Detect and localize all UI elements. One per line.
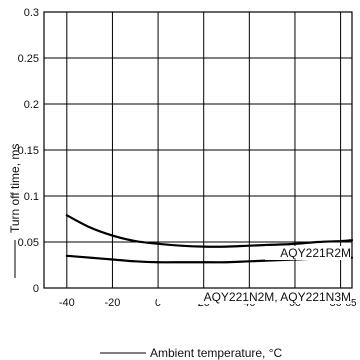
ylabel: Turn off time, ms: [8, 144, 22, 233]
series-label-background: [265, 246, 351, 260]
y-tick-label: 0.3: [24, 7, 39, 19]
x-tick-label: -40: [59, 297, 75, 309]
y-tick-label: 0.05: [18, 237, 39, 249]
grid-lines: [44, 12, 352, 288]
y-tick-label: 0.15: [18, 145, 39, 157]
x-tick-label: 85: [345, 298, 357, 309]
series-label-background: [157, 290, 351, 304]
series-labels: AQY221R2M AQY221N2M, AQY221N3M: [157, 246, 351, 304]
series-label-aqy221r2m: AQY221R2M: [280, 246, 351, 260]
series-line-aqy221r2m: [65, 214, 354, 248]
y-tick-label: 0.25: [18, 53, 39, 65]
plot-frame: [43, 11, 353, 289]
series-label-aqy221n2m-n3m: AQY221N2M, AQY221N3M: [204, 290, 351, 304]
xlabel: Ambient temperature, °C: [150, 346, 283, 360]
y-tick-label: 0: [33, 283, 39, 295]
x-tick-label: -20: [104, 297, 120, 309]
y-tick-label: 0.1: [24, 191, 39, 203]
y-tick-label: 0.2: [24, 99, 39, 111]
y-tick-labels: 0 0.05 0.1 0.15 0.2 0.25 0.3: [18, 7, 39, 295]
